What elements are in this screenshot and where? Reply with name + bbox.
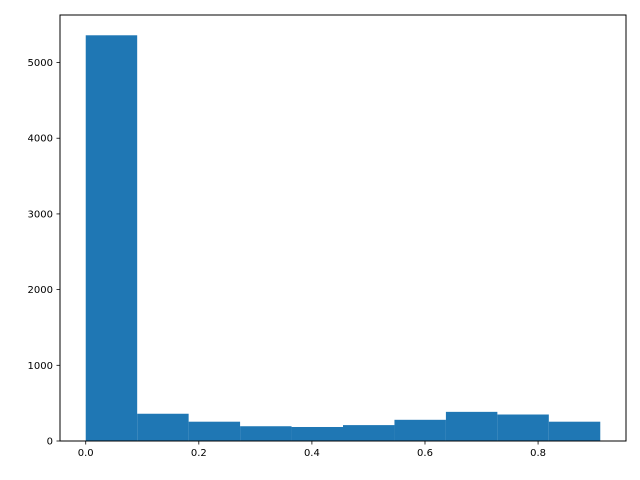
histogram-bar-3 (240, 426, 291, 441)
histogram-bar-6 (394, 420, 445, 441)
histogram-bar-1 (137, 414, 188, 441)
histogram-bar-7 (446, 412, 497, 441)
x-tick-label: 0.0 (78, 448, 94, 459)
y-tick-label: 1000 (28, 361, 53, 372)
y-tick-label: 2000 (28, 285, 53, 296)
histogram-bar-5 (343, 425, 394, 441)
histogram-bar-2 (189, 422, 240, 441)
x-tick-label: 0.2 (191, 448, 207, 459)
x-tick-label: 0.4 (304, 448, 320, 459)
histogram-bar-4 (292, 427, 343, 441)
x-tick-label: 0.8 (530, 448, 546, 459)
histogram-bar-9 (549, 422, 600, 441)
y-tick-label: 0 (47, 437, 53, 448)
histogram-bar-0 (86, 35, 137, 441)
x-tick-label: 0.6 (417, 448, 433, 459)
y-tick-label: 4000 (28, 134, 53, 145)
y-tick-label: 5000 (28, 58, 53, 69)
histogram-bar-8 (497, 415, 548, 441)
y-tick-label: 3000 (28, 209, 53, 220)
